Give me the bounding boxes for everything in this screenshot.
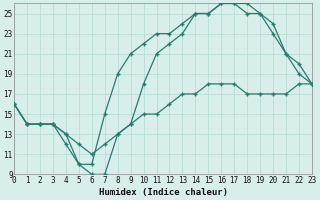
X-axis label: Humidex (Indice chaleur): Humidex (Indice chaleur)	[99, 188, 228, 197]
